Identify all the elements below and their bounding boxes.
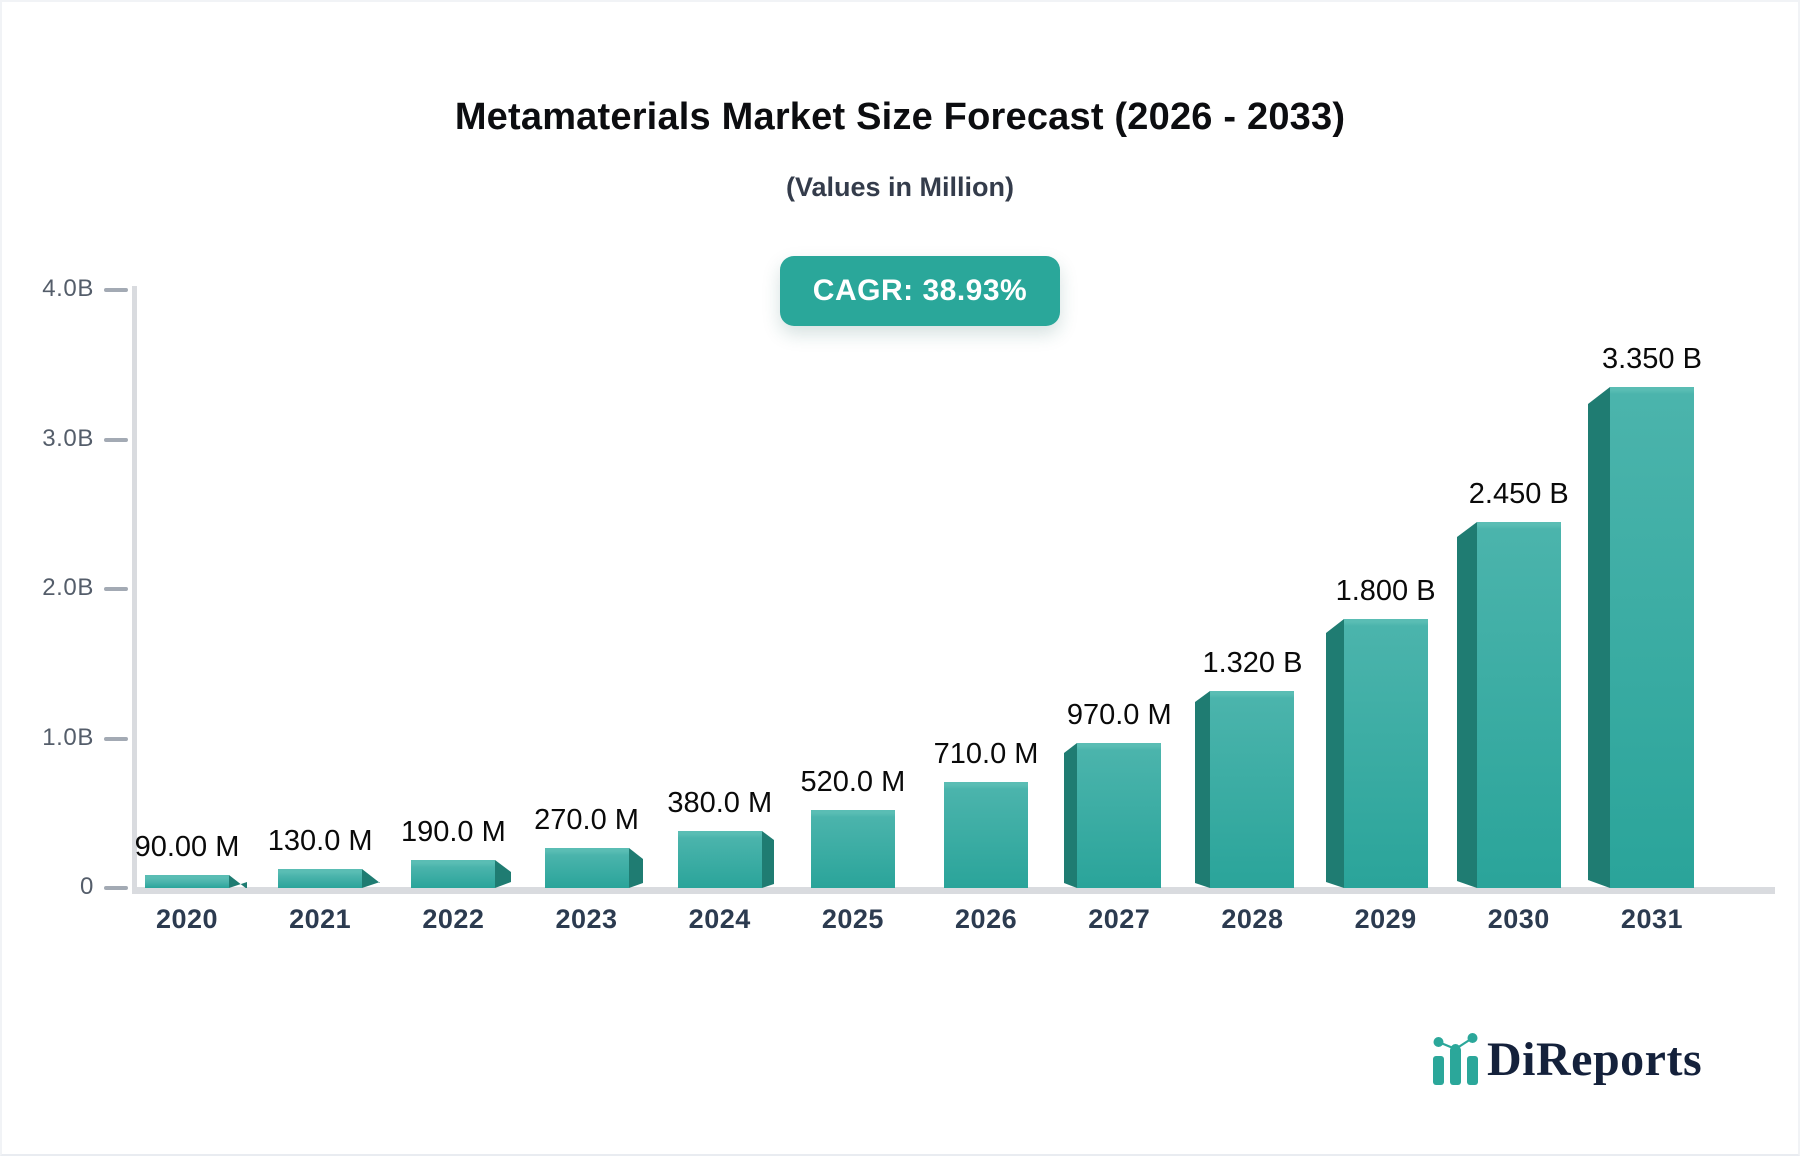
x-tick-label: 2028 xyxy=(1221,904,1284,934)
x-tick-label: 2023 xyxy=(555,904,618,934)
x-tick-label: 2027 xyxy=(1088,904,1151,934)
y-tick-dash xyxy=(104,736,128,741)
bar-front-2024 xyxy=(678,831,762,888)
y-tick-dash xyxy=(104,437,128,442)
bar-front-2031 xyxy=(1610,387,1694,888)
bar-side-2031 xyxy=(1588,387,1610,888)
bar-front-2022 xyxy=(411,860,495,888)
bar-front-2028 xyxy=(1210,691,1294,888)
bar-value-label: 90.00 M xyxy=(134,831,240,863)
bar-value-label: 970.0 M xyxy=(1066,699,1172,731)
bar-front-2026 xyxy=(944,782,1028,888)
bar-value-label: 380.0 M xyxy=(667,787,773,819)
bar-value-label: 2.450 B xyxy=(1468,478,1569,510)
cagr-badge-label: CAGR: 38.93% xyxy=(812,274,1028,307)
bar-side-2029 xyxy=(1326,619,1344,888)
bar-side-2021 xyxy=(362,869,380,888)
bar-value-label: 710.0 M xyxy=(933,738,1039,770)
chart-title: Metamaterials Market Size Forecast (2026… xyxy=(454,96,1346,138)
bar-side-2027 xyxy=(1064,743,1077,888)
bar-value-label: 3.350 B xyxy=(1601,343,1702,375)
bar-front-2023 xyxy=(545,848,629,888)
bar-front-2020 xyxy=(145,875,229,888)
bar-value-label: 130.0 M xyxy=(267,825,373,857)
y-tick-dash xyxy=(104,886,128,890)
bar-front-2025 xyxy=(811,810,895,888)
cagr-badge: CAGR: 38.93% xyxy=(780,256,1060,326)
x-tick-label: 2029 xyxy=(1354,904,1417,934)
y-tick-dash xyxy=(104,288,128,292)
y-axis-line xyxy=(132,286,137,894)
x-tick-label: 2030 xyxy=(1487,904,1550,934)
bar-value-label: 190.0 M xyxy=(400,816,506,848)
y-tick-label: 4.0B xyxy=(42,275,94,302)
direports-logo: DiReports xyxy=(1430,1032,1702,1087)
y-tick-label: 1.0B xyxy=(42,723,94,751)
bar-side-2023 xyxy=(629,848,643,888)
chart-subtitle: (Values in Million) xyxy=(785,172,1015,202)
bar-side-2022 xyxy=(495,860,511,888)
x-tick-label: 2024 xyxy=(688,904,751,934)
x-tick-label: 2031 xyxy=(1620,904,1683,934)
bar-front-2027 xyxy=(1077,743,1161,888)
y-tick-label: 3.0B xyxy=(42,424,94,452)
bar-side-2030 xyxy=(1457,522,1477,888)
bar-value-label: 270.0 M xyxy=(534,804,639,836)
bar-front-2030 xyxy=(1477,522,1561,888)
x-tick-label: 2025 xyxy=(821,904,884,934)
bar-side-2024 xyxy=(762,831,774,888)
x-tick-label: 2022 xyxy=(422,904,485,934)
bar-side-2028 xyxy=(1195,691,1210,888)
logo-text: DiReports xyxy=(1487,1033,1703,1086)
y-tick-label: 2.0B xyxy=(42,574,94,601)
bar-value-label: 520.0 M xyxy=(800,766,906,798)
x-tick-label: 2021 xyxy=(289,904,352,934)
x-tick-label: 2020 xyxy=(155,904,219,934)
x-axis-line xyxy=(132,887,1775,894)
bar-front-2021 xyxy=(278,869,362,888)
mini-bar-line-chart-icon xyxy=(1433,1032,1478,1085)
bar-value-label: 1.800 B xyxy=(1335,575,1436,607)
x-tick-label: 2026 xyxy=(955,904,1018,934)
bar-front-2029 xyxy=(1344,619,1428,888)
y-tick-dash xyxy=(104,587,128,591)
y-tick-label: 0 xyxy=(80,873,94,900)
bar-value-label: 1.320 B xyxy=(1202,647,1303,679)
